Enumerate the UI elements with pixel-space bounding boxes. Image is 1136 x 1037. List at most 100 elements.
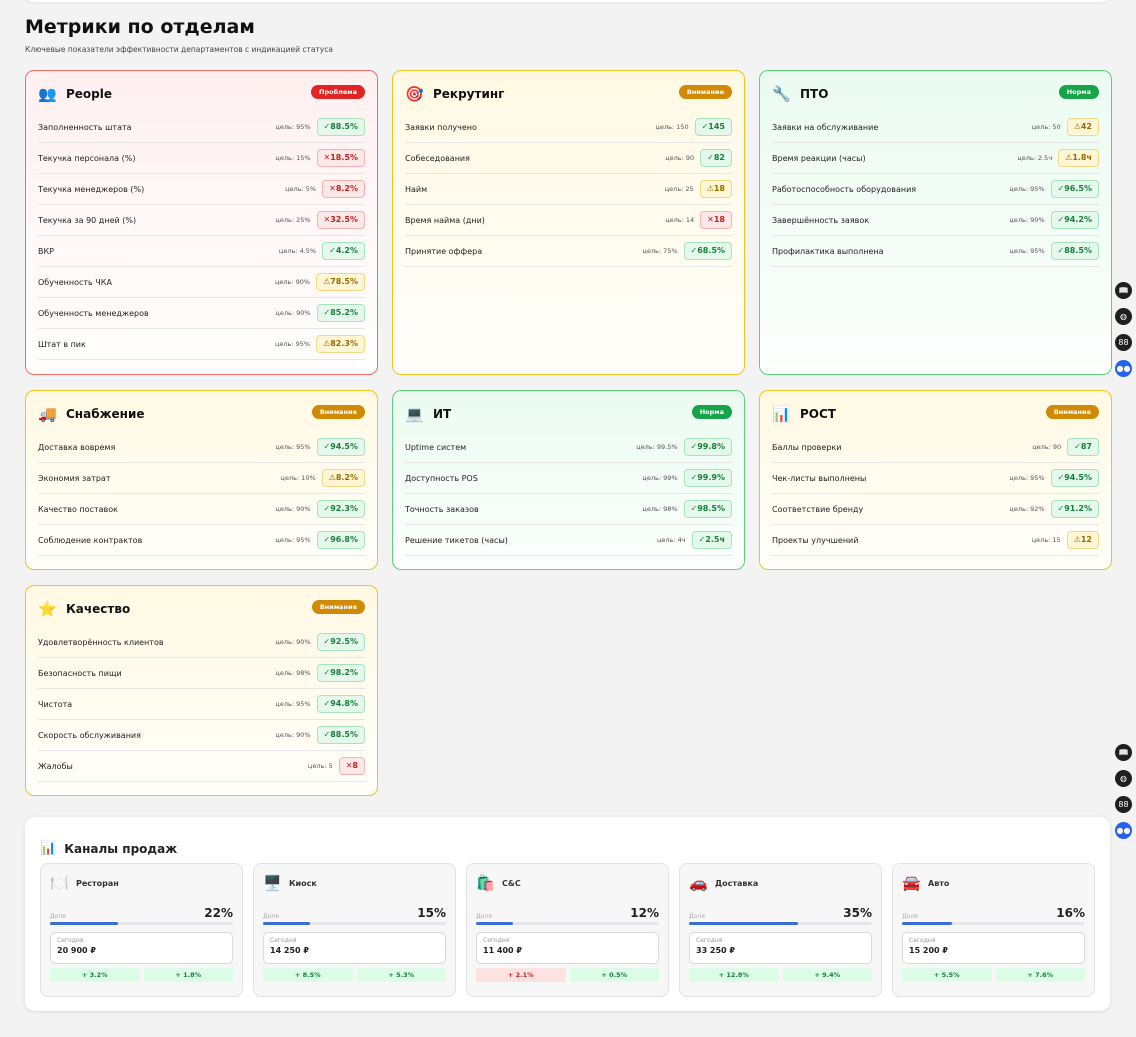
today-label: Сегодня bbox=[57, 937, 84, 944]
growth-icon: 📊 bbox=[772, 405, 791, 423]
channel-deltas: + 12.8% + 9.4% bbox=[689, 968, 872, 982]
metric-target: цель: 90% bbox=[1009, 216, 1045, 224]
sales-channels-title: 📊 Каналы продаж bbox=[40, 841, 177, 856]
metric-value-badge: ✓88.5% bbox=[316, 118, 365, 136]
metric-row: Текучка менеджеров (%) цель: 5% ✕8.2% bbox=[38, 174, 365, 205]
metric-row: Штат в пик цель: 95% ⚠82.3% bbox=[38, 329, 365, 360]
delta-badge: + 5.5% bbox=[902, 968, 992, 982]
metric-row: Баллы проверки цель: 90 ✓87 bbox=[772, 432, 1099, 463]
metric-label: Обученность ЧКА bbox=[38, 277, 112, 287]
metric-label: Качество поставок bbox=[38, 504, 118, 514]
today-box: Сегодня 33 250 ₽ bbox=[689, 932, 872, 964]
metric-row: Время найма (дни) цель: 14 ✕18 bbox=[405, 205, 732, 236]
metric-label: Заявки на обслуживание bbox=[772, 122, 879, 132]
metric-target: цель: 95% bbox=[275, 536, 311, 544]
quality-icon: ⭐ bbox=[38, 600, 57, 618]
delta-badge: + 1.8% bbox=[143, 968, 233, 982]
book-icon[interactable]: 📖 bbox=[1115, 744, 1132, 761]
metric-row: Соблюдение контрактов цель: 95% ✓96.8% bbox=[38, 525, 365, 556]
metric-label: Доступность POS bbox=[405, 473, 478, 483]
metric-value-badge: ✓92.5% bbox=[316, 633, 365, 651]
sales-channels-panel: 📊 Каналы продаж 🍽️ Ресторан Доля 22% Сегодня… bbox=[25, 817, 1110, 1011]
globe-icon[interactable]: ◍ bbox=[1115, 770, 1132, 787]
delta-badge: + 0.5% bbox=[569, 968, 659, 982]
today-value: 14 250 ₽ bbox=[270, 946, 309, 955]
metric-label: Работоспособность оборудования bbox=[772, 184, 917, 194]
card-title: People bbox=[66, 87, 113, 101]
metric-label: Соблюдение контрактов bbox=[38, 535, 143, 545]
metric-label: Чек-листы выполнены bbox=[772, 473, 867, 483]
metric-value-badge: ✓82 bbox=[700, 149, 732, 167]
metric-target: цель: 95% bbox=[274, 340, 311, 348]
share-progress-fill bbox=[50, 922, 119, 925]
dept-card-recruiting: 🎯 Рекрутинг Внимание Заявки получено цель: 1… bbox=[392, 70, 745, 375]
grid-icon[interactable]: 88 bbox=[1115, 796, 1132, 813]
metric-value-badge: ✓96.5% bbox=[1050, 180, 1099, 198]
channel-tile: 🛍️ C&C Доля 12% Сегодня 11 400 ₽ + 2.1% + 0.5% bbox=[466, 863, 669, 997]
metric-value-badge: ✓98.5% bbox=[683, 500, 732, 518]
globe-icon[interactable]: ◍ bbox=[1115, 308, 1132, 325]
channel-tile: 🚘 Авто Доля 16% Сегодня 15 200 ₽ + 5.5% + 7.6% bbox=[892, 863, 1095, 997]
metric-target: цель: 92% bbox=[1009, 505, 1045, 513]
metric-label: Жалобы bbox=[38, 761, 73, 771]
metric-value-badge: ⚠82.3% bbox=[316, 335, 365, 353]
metric-target: цель: 90 bbox=[1032, 443, 1062, 451]
metric-label: Точность заказов bbox=[405, 504, 479, 514]
metric-value-badge: ✓145 bbox=[694, 118, 732, 136]
assistant-icon[interactable]: ●● bbox=[1115, 360, 1132, 377]
metric-target: цель: 150 bbox=[655, 123, 689, 131]
metric-target: цель: 4ч bbox=[656, 536, 686, 544]
metric-value-badge: ✓96.8% bbox=[316, 531, 365, 549]
metric-row: Экономия затрат цель: 10% ⚠8.2% bbox=[38, 463, 365, 494]
metric-row: Принятие оффера цель: 75% ✓68.5% bbox=[405, 236, 732, 267]
it-icon: 💻 bbox=[405, 405, 424, 423]
sales-channels-heading: Каналы продаж bbox=[64, 841, 178, 856]
dept-card-growth: 📊 РОСТ Внимание Баллы проверки цель: 90 ✓87 Че… bbox=[759, 390, 1112, 570]
metric-label: Удовлетворённость клиентов bbox=[38, 637, 164, 647]
share-value: 35% bbox=[843, 906, 872, 920]
metric-label: Доставка вовремя bbox=[38, 442, 116, 452]
metric-row: Завершённость заявок цель: 90% ✓94.2% bbox=[772, 205, 1099, 236]
delta-badge: + 2.1% bbox=[476, 968, 566, 982]
share-progress-bar bbox=[263, 922, 446, 925]
assistant-icon[interactable]: ●● bbox=[1115, 822, 1132, 839]
metric-row: Заявки на обслуживание цель: 50 ⚠42 bbox=[772, 112, 1099, 143]
dept-card-pto: 🔧 ПТО Норма Заявки на обслуживание цель: 50 ⚠… bbox=[759, 70, 1112, 375]
metric-row: ВКР цель: 4.5% ✓4.2% bbox=[38, 236, 365, 267]
status-badge: Внимание bbox=[1045, 405, 1099, 419]
metric-label: Принятие оффера bbox=[405, 246, 483, 256]
dept-card-people: 👥 People Проблема Заполненность штата цель: … bbox=[25, 70, 378, 375]
share-progress-fill bbox=[476, 922, 514, 925]
book-icon[interactable]: 📖 bbox=[1115, 282, 1132, 299]
metric-target: цель: 99.5% bbox=[636, 443, 678, 451]
metric-row: Время реакции (часы) цель: 2.5ч ⚠1.8ч bbox=[772, 143, 1099, 174]
metric-row: Скорость обслуживания цель: 90% ✓88.5% bbox=[38, 720, 365, 751]
today-box: Сегодня 11 400 ₽ bbox=[476, 932, 659, 964]
card-header: 💻 ИТ Норма bbox=[405, 402, 732, 426]
delta-badge: + 9.4% bbox=[782, 968, 872, 982]
channel-deltas: + 5.5% + 7.6% bbox=[902, 968, 1085, 982]
channel-header: 🚗 Доставка bbox=[689, 864, 872, 902]
channel-header: 🖥️ Киоск bbox=[263, 864, 446, 902]
card-header: 🔧 ПТО Норма bbox=[772, 82, 1099, 106]
metric-target: цель: 95% bbox=[1009, 185, 1045, 193]
share-progress-bar bbox=[902, 922, 1085, 925]
today-label: Сегодня bbox=[909, 937, 936, 944]
share-progress-bar bbox=[476, 922, 659, 925]
metric-value-badge: ✓92.3% bbox=[316, 500, 365, 518]
today-box: Сегодня 20 900 ₽ bbox=[50, 932, 233, 964]
channel-deltas: + 3.2% + 1.8% bbox=[50, 968, 233, 982]
metric-row: Качество поставок цель: 90% ✓92.3% bbox=[38, 494, 365, 525]
grid-icon[interactable]: 88 bbox=[1115, 334, 1132, 351]
metric-value-badge: ⚠1.8ч bbox=[1058, 149, 1099, 167]
channel-icon: 🚘 bbox=[902, 874, 921, 892]
metric-value-badge: ✓4.2% bbox=[322, 242, 365, 260]
metric-target: цель: 25% bbox=[275, 216, 311, 224]
chart-icon: 📊 bbox=[40, 841, 57, 856]
metric-target: цель: 98% bbox=[275, 669, 311, 677]
metric-target: цель: 90% bbox=[275, 309, 311, 317]
metric-value-badge: ⚠42 bbox=[1066, 118, 1099, 136]
channel-deltas: + 8.5% + 5.3% bbox=[263, 968, 446, 982]
metric-target: цель: 99% bbox=[642, 474, 678, 482]
metric-row: Доступность POS цель: 99% ✓99.9% bbox=[405, 463, 732, 494]
